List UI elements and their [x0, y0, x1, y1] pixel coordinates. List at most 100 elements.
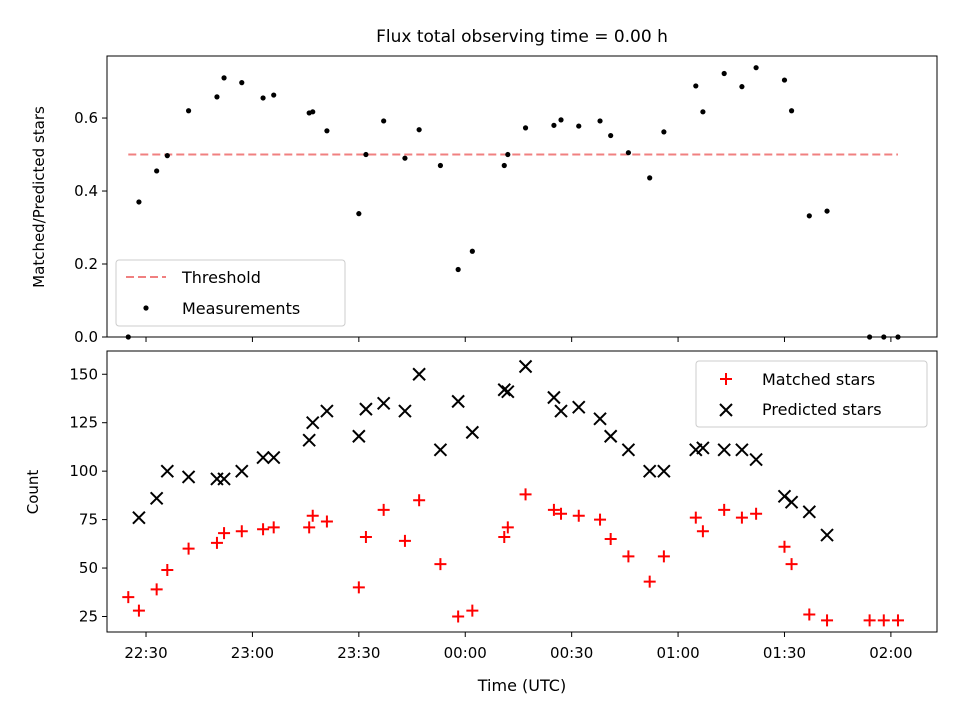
bottom-y-tick-label: 100	[69, 462, 98, 480]
measurement-point	[416, 127, 422, 133]
measurement-point	[239, 80, 245, 86]
matched-star-point	[434, 558, 447, 571]
predicted-star-point	[518, 359, 533, 374]
legend-predicted-swatch	[719, 403, 733, 417]
matched-star-point	[306, 509, 319, 522]
bottom-y-tick-label: 75	[79, 511, 98, 529]
measurement-point	[700, 109, 706, 115]
legend-measurements-swatch	[143, 305, 149, 311]
legend-matched-swatch	[720, 373, 732, 385]
bottom-x-tick-label: 23:00	[231, 644, 274, 662]
bottom-y-tick-label: 125	[69, 414, 98, 432]
matched-star-point	[398, 534, 411, 547]
predicted-star-point	[267, 450, 281, 465]
bottom-x-tick-label: 23:30	[337, 644, 380, 662]
measurement-point	[455, 266, 461, 273]
measurement-point	[753, 65, 759, 71]
measurement-point	[661, 129, 667, 135]
predicted-star-point	[465, 425, 480, 440]
measurement-point	[824, 208, 830, 214]
measurement-point	[260, 95, 266, 101]
matched-star-point	[501, 521, 514, 534]
matched-star-point	[452, 610, 465, 623]
legend-predicted-label: Predicted stars	[762, 400, 882, 419]
predicted-star-point	[352, 429, 366, 443]
matched-star-point	[643, 575, 656, 588]
matched-star-point	[877, 614, 890, 627]
predicted-star-point	[149, 491, 164, 505]
matched-star-point	[413, 494, 426, 507]
matched-star-point	[210, 536, 223, 549]
top-panel: Flux total observing time = 0.00 h 0.0 0.…	[30, 27, 938, 346]
measurement-point	[576, 123, 582, 129]
predicted-star-point	[376, 396, 391, 411]
measurement-point	[324, 128, 330, 134]
predicted-star-point	[784, 495, 799, 509]
matched-star-point	[594, 513, 607, 526]
bottom-x-tick-label: 01:00	[656, 644, 699, 662]
matched-star-point	[547, 503, 560, 516]
top-plot-area	[125, 65, 901, 340]
measurement-point	[501, 162, 507, 169]
matched-star-point	[555, 507, 568, 520]
measurement-point	[214, 94, 220, 100]
predicted-star-point	[547, 390, 561, 405]
top-y-axis-label: Matched/Predicted stars	[30, 106, 48, 288]
predicted-star-point	[433, 443, 448, 457]
measurement-point	[469, 248, 475, 254]
legend-matched-label: Matched stars	[762, 370, 875, 389]
top-chart-title: Flux total observing time = 0.00 h	[376, 27, 668, 47]
matched-star-point	[235, 525, 248, 538]
matched-star-point	[320, 515, 333, 528]
matched-star-point	[466, 604, 479, 617]
bottom-x-tick-label: 22:30	[124, 644, 167, 662]
predicted-star-point	[735, 443, 749, 457]
matched-star-point	[519, 488, 532, 501]
matched-star-point	[718, 503, 731, 516]
top-x-tick-marks	[145, 337, 892, 342]
predicted-star-point	[749, 452, 763, 467]
measurement-point	[221, 75, 227, 81]
matched-star-point	[572, 509, 585, 522]
predicted-star-point	[621, 443, 636, 457]
predicted-star-point	[217, 472, 231, 486]
predicted-star-point	[497, 383, 511, 397]
top-y-axis: 0.0 0.2 0.4 0.6	[74, 109, 107, 346]
bottom-legend-box	[695, 360, 928, 428]
measurement-point	[363, 151, 369, 158]
matched-star-point	[657, 550, 670, 563]
measurement-point	[721, 70, 727, 77]
measurement-point	[310, 109, 316, 115]
measurement-point	[136, 199, 142, 205]
predicted-star-point	[696, 441, 710, 455]
predicted-star-point	[572, 400, 586, 414]
predicted-star-point	[642, 464, 657, 478]
top-y-tick-label: 0.2	[74, 255, 98, 273]
matched-star-point	[821, 614, 834, 627]
predicted-star-point	[256, 450, 270, 465]
matched-star-point	[182, 542, 195, 555]
matched-star-point	[863, 614, 876, 627]
bottom-x-tick-label: 01:30	[763, 644, 806, 662]
predicted-star-point	[451, 394, 465, 409]
matched-star-point	[803, 608, 816, 621]
predicted-star-point	[359, 402, 373, 416]
measurement-point	[437, 162, 444, 169]
measurement-point	[739, 84, 745, 90]
measurement-point	[356, 211, 362, 217]
top-y-tick-label: 0.0	[74, 328, 98, 346]
predicted-star-point	[717, 443, 731, 457]
matched-star-point	[218, 527, 231, 540]
predicted-star-point	[235, 464, 249, 478]
bottom-x-tick-label: 00:00	[444, 644, 487, 662]
predicted-star-point	[306, 415, 320, 430]
predicted-star-point	[181, 470, 196, 484]
measurement-point	[693, 83, 699, 89]
bottom-x-axis: 22:30 23:00 23:30 00:00 00:30 01:00 01:30 02:00	[124, 632, 913, 662]
measurement-point	[381, 118, 387, 124]
bottom-x-tick-label: 00:30	[550, 644, 593, 662]
measurement-point	[402, 155, 408, 161]
bottom-axes-frame	[106, 350, 938, 633]
measurement-point	[806, 213, 812, 219]
